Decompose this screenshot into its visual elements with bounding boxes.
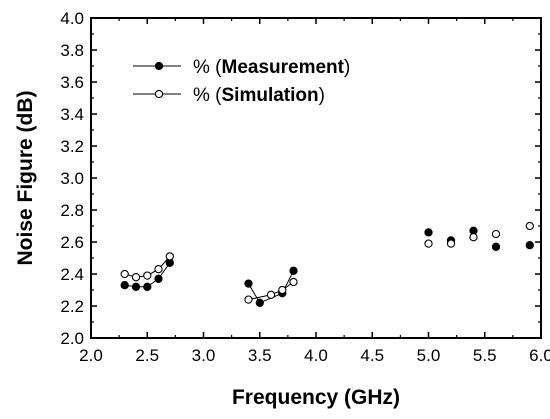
y-tick-label: 2.4 — [60, 265, 84, 284]
data-points — [120, 221, 534, 307]
x-tick-label: 5.0 — [417, 346, 441, 365]
simulation-point — [491, 229, 501, 239]
y-tick-label: 3.0 — [60, 169, 84, 188]
simulation-point — [278, 285, 287, 295]
measurement-point — [154, 274, 163, 283]
x-tick-label: 2.5 — [135, 346, 159, 365]
simulation-point — [244, 295, 253, 304]
measurement-point — [525, 241, 534, 250]
y-tick-label: 2.0 — [60, 329, 84, 348]
y-tick-label: 2.8 — [60, 201, 84, 220]
y-tick-label: 3.8 — [60, 41, 84, 60]
simulation-point — [469, 233, 478, 242]
simulation-point — [525, 221, 534, 231]
tick-marks — [90, 17, 542, 339]
legend-simulation-label: % (Simulation) — [193, 85, 325, 106]
simulation-point — [266, 290, 276, 299]
measurement-point — [244, 279, 253, 288]
y-tick-label: 3.4 — [60, 105, 84, 124]
x-tick-label: 6.0 — [529, 346, 550, 365]
simulation-point — [446, 239, 456, 248]
x-tick-label: 3.0 — [192, 346, 216, 365]
x-tick-labels: 2.0 2.5 3.0 3.5 4.0 4.5 5.0 5.5 6.0 — [79, 346, 550, 365]
simulation-point — [154, 265, 163, 274]
x-tick-label: 5.5 — [473, 346, 497, 365]
simulation-point — [289, 277, 298, 287]
measurement-point — [143, 282, 152, 291]
legend-simulation-marker — [154, 89, 164, 99]
measurement-point — [131, 282, 141, 291]
measurement-point — [120, 281, 129, 290]
y-tick-label: 3.6 — [60, 73, 84, 92]
y-tick-label: 2.6 — [60, 233, 84, 252]
y-axis-title: Noise Figure (dB) — [14, 90, 37, 265]
x-tick-label: 3.5 — [248, 346, 272, 365]
y-tick-label: 3.2 — [60, 137, 84, 156]
legend-measurement-marker — [154, 61, 164, 71]
measurement-point — [424, 228, 433, 237]
measurement-point — [255, 298, 264, 307]
legend-measurement-label: % (Measurement) — [193, 57, 350, 78]
simulation-series-line — [248, 281, 294, 301]
simulation-point — [131, 273, 141, 282]
simulation-point — [165, 252, 174, 261]
measurement-point — [289, 266, 298, 275]
simulation-point — [120, 269, 129, 279]
simulation-point — [424, 239, 433, 248]
x-tick-label: 4.5 — [360, 346, 384, 365]
simulation-point — [143, 271, 152, 280]
x-tick-label: 4.0 — [304, 346, 328, 365]
y-tick-label: 4.0 — [60, 9, 84, 28]
x-tick-label: 2.0 — [79, 346, 103, 365]
x-axis-title: Frequency (GHz) — [232, 386, 400, 409]
measurement-point — [491, 242, 501, 251]
y-tick-labels: 2.0 2.2 2.4 2.6 2.8 3.0 3.2 3.4 3.6 3.8 4.0 — [60, 9, 84, 348]
y-tick-label: 2.2 — [60, 297, 84, 316]
legend: % (Measurement) % (Simulation) — [133, 57, 350, 106]
